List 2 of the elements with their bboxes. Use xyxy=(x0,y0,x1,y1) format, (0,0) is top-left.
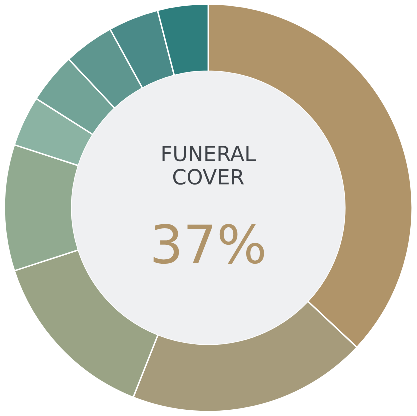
text: FUNERAL COVER xyxy=(162,146,256,185)
text: 37% xyxy=(154,224,264,264)
